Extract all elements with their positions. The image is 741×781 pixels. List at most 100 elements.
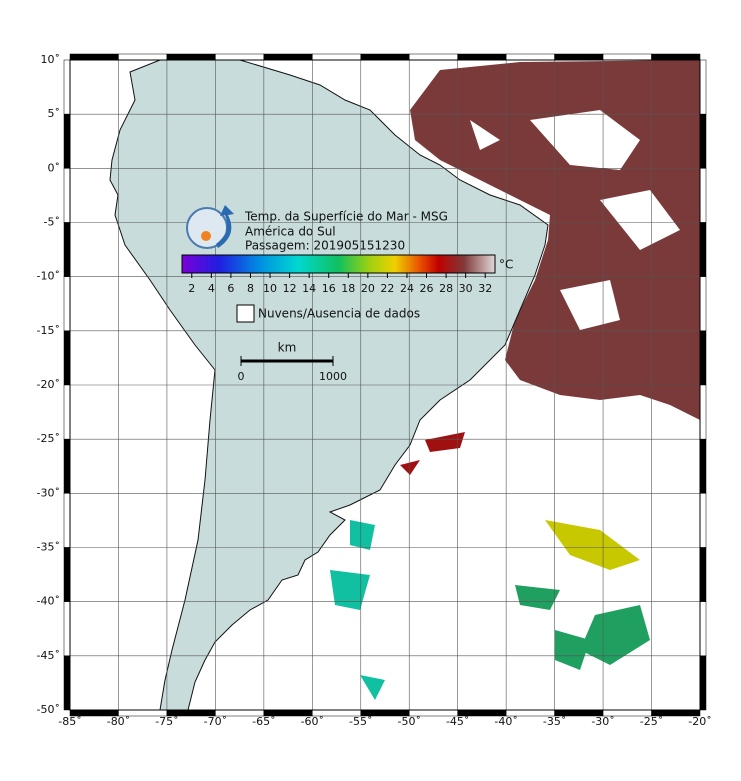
colorbar-label: 12	[283, 282, 297, 295]
colorbar-unit: °C	[499, 258, 513, 272]
colorbar-label: 4	[208, 282, 215, 295]
frame-segment	[63, 59, 71, 115]
frame-segment	[63, 438, 71, 494]
lat-label: 5˚	[48, 107, 61, 120]
frame-segment	[63, 655, 71, 711]
frame-segment	[699, 547, 707, 602]
frame-segment	[63, 168, 71, 223]
lat-label: 10˚	[41, 53, 61, 66]
title: Temp. da Superfície do Mar - MSG	[244, 210, 448, 224]
lat-label: 0˚	[48, 161, 61, 174]
frame-segment	[166, 53, 216, 61]
lon-label: -25˚	[640, 715, 663, 728]
lon-label: -60˚	[301, 715, 324, 728]
sst-cool	[330, 520, 385, 700]
lon-label: -65˚	[252, 715, 275, 728]
lon-label: -70˚	[204, 715, 227, 728]
colorbar-label: 32	[478, 282, 492, 295]
colorbar-label: 24	[400, 282, 414, 295]
lat-label: -50˚	[37, 703, 60, 716]
frame-segment	[118, 53, 168, 61]
frame-segment	[505, 53, 555, 61]
frame-segment	[699, 168, 707, 223]
lon-label: -20˚	[688, 715, 711, 728]
frame-segment	[360, 53, 410, 61]
lon-label: -80˚	[107, 715, 130, 728]
frame-segment	[699, 438, 707, 494]
lat-label: -25˚	[37, 432, 60, 445]
colorbar-label: 10	[263, 282, 277, 295]
frame-segment	[63, 113, 71, 169]
cloud-gap	[470, 110, 680, 330]
lon-label: -75˚	[155, 715, 178, 728]
lon-label: -85˚	[58, 715, 81, 728]
frame-segment	[699, 330, 707, 386]
lat-label: -10˚	[37, 270, 60, 283]
colorbar-label: 8	[247, 282, 254, 295]
lat-label: -35˚	[37, 541, 60, 554]
frame-segment	[69, 53, 119, 61]
frame-segment	[312, 53, 362, 61]
logo	[186, 205, 234, 249]
frame-segment	[651, 53, 701, 61]
pass-time: Passagem: 201905151230	[245, 239, 405, 253]
colorbar-label: 30	[459, 282, 473, 295]
frame-segment	[63, 601, 71, 657]
frame-border	[69, 59, 701, 711]
frame-segment	[63, 493, 71, 548]
frame-segment	[699, 222, 707, 277]
scale-label: 0	[238, 370, 245, 383]
lat-label: -40˚	[37, 595, 60, 608]
lon-label: -35˚	[543, 715, 566, 728]
colorbar-label: 26	[420, 282, 434, 295]
frame-segment	[554, 53, 604, 61]
sst-mid	[400, 432, 465, 475]
colorbar-label: 28	[439, 282, 453, 295]
colorbar	[181, 254, 496, 274]
frame-segment	[699, 276, 707, 332]
lat-label: -30˚	[37, 486, 60, 499]
legend-swatch	[236, 304, 255, 323]
lon-label: -45˚	[446, 715, 469, 728]
colorbar-label: 20	[361, 282, 375, 295]
lon-label: -40˚	[494, 715, 517, 728]
colorbar-label: 16	[322, 282, 336, 295]
frame-segment	[215, 53, 265, 61]
colorbar-label: 6	[227, 282, 234, 295]
frame-segment	[699, 655, 707, 711]
frame-segment	[457, 53, 507, 61]
colorbar-label: 18	[341, 282, 355, 295]
frame-segment	[408, 53, 458, 61]
frame-segment	[63, 276, 71, 332]
colorbar-label: 14	[302, 282, 316, 295]
lon-label: -55˚	[349, 715, 372, 728]
colorbar-label: 2	[188, 282, 195, 295]
frame-segment	[699, 601, 707, 657]
lat-label: -5˚	[44, 216, 60, 229]
sst-mid	[545, 520, 640, 570]
lat-label: -20˚	[37, 378, 60, 391]
frame-segment	[63, 547, 71, 602]
frame-segment	[602, 53, 652, 61]
lon-label: -50˚	[397, 715, 420, 728]
frame-segment	[699, 59, 707, 115]
frame-segment	[263, 53, 313, 61]
frame-segment	[699, 384, 707, 440]
lat-label: -45˚	[37, 649, 60, 662]
sst-layer	[330, 60, 700, 700]
frame-segment	[699, 113, 707, 169]
sst-cool	[515, 585, 650, 670]
region: América do Sul	[245, 225, 336, 239]
lat-label: -15˚	[37, 324, 60, 337]
colorbar-label: 22	[380, 282, 394, 295]
scale-label: 1000	[319, 370, 347, 383]
frame-segment	[63, 222, 71, 277]
frame-segment	[699, 493, 707, 548]
frame-segment	[63, 384, 71, 440]
frame-segment	[63, 330, 71, 386]
lon-label: -30˚	[591, 715, 614, 728]
scale-unit: km	[278, 341, 297, 355]
legend-label: Nuvens/Ausencia de dados	[258, 307, 420, 321]
